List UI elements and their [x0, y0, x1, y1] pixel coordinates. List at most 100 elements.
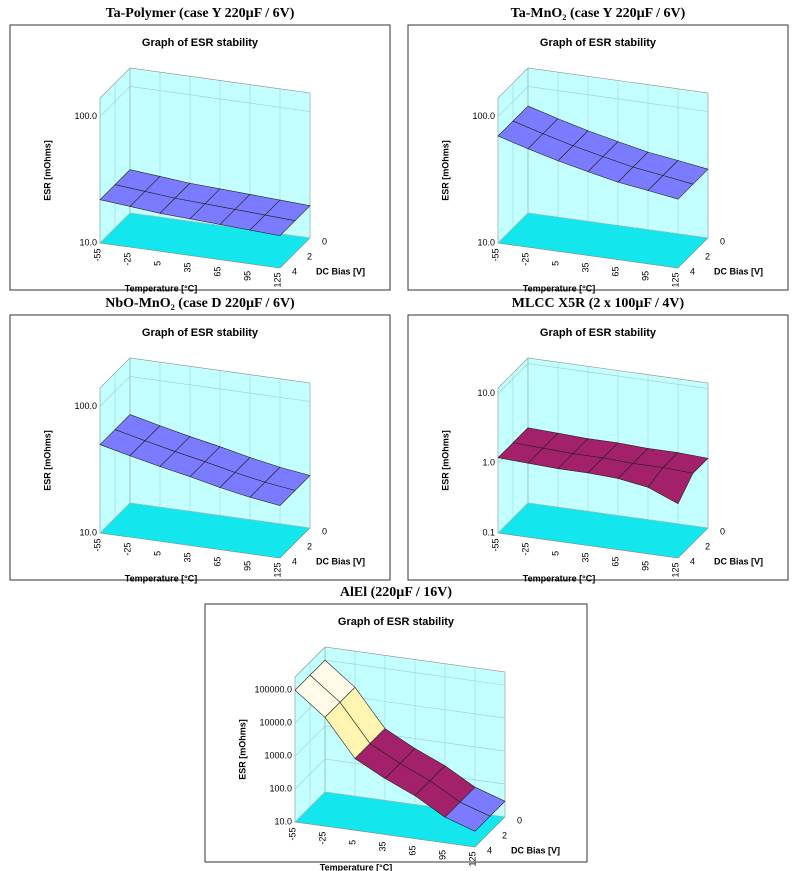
y-axis-label: DC Bias [V] — [714, 266, 763, 276]
y-tick-label: 0 — [322, 236, 327, 246]
x-tick-label: 125 — [272, 562, 282, 577]
x-axis-label: Temperature [°C] — [523, 574, 595, 584]
x-tick-label: 65 — [407, 846, 417, 856]
x-axis-label: Temperature [°C] — [320, 863, 392, 871]
grid-line — [294, 725, 506, 757]
grid-line — [497, 212, 709, 244]
z-axis-label: ESR [mOhms] — [237, 719, 247, 780]
x-tick-label: 125 — [670, 562, 680, 577]
z-tick-label: 10.0 — [274, 816, 292, 826]
panel: Graph of ESR stability -55 -25 5 35 65 95 125 02… — [407, 24, 789, 294]
y-tick-label: 4 — [487, 845, 492, 855]
x-tick-label: 95 — [437, 850, 447, 860]
y-tick-label: 0 — [720, 236, 725, 246]
z-tick-label: 10000.0 — [259, 717, 292, 727]
z-tick-label: 10.0 — [477, 388, 495, 398]
z-tick-label: 100.0 — [269, 783, 292, 793]
y-axis-label: DC Bias [V] — [316, 556, 365, 566]
x-tick-label: 5 — [550, 551, 560, 556]
x-tick-label: 65 — [212, 267, 222, 277]
grid-line — [497, 363, 709, 394]
plot-title: Graph of ESR stability — [540, 327, 657, 339]
z-axis-label: ESR [mOhms] — [42, 430, 52, 491]
surface-cell — [647, 175, 694, 200]
z-tick-label: 1000.0 — [264, 750, 292, 760]
surface-cell — [249, 214, 296, 237]
grid-line — [99, 376, 311, 407]
x-tick-label: -25 — [122, 253, 132, 266]
z-tick-label: 1.0 — [482, 458, 495, 468]
y-tick-label: 0 — [720, 526, 725, 536]
x-axis-label: Temperature [°C] — [523, 284, 595, 294]
panel-title: Ta-MnO₂ (case Y 220µF / 6V) — [511, 6, 686, 21]
x-tick-label: -25 — [520, 253, 530, 266]
z-axis-label: ESR [mOhms] — [42, 140, 52, 201]
x-tick-label: -55 — [490, 538, 500, 551]
panel: Graph of ESR stability -55 -25 5 35 65 95 125 02… — [9, 24, 391, 294]
x-tick-label: 35 — [182, 262, 192, 272]
x-axis-label: Temperature [°C] — [125, 574, 197, 584]
x-tick-label: 5 — [152, 261, 162, 266]
plot-title: Graph of ESR stability — [338, 616, 455, 628]
x-tick-label: 125 — [670, 272, 680, 287]
y-tick-label: 2 — [502, 830, 507, 840]
y-tick-label: 4 — [690, 266, 695, 276]
z-tick-label: 10.0 — [79, 527, 97, 537]
grid-line — [497, 502, 709, 534]
z-axis-label: ESR [mOhms] — [440, 140, 450, 201]
y-axis-label: DC Bias [V] — [316, 266, 365, 276]
surface-cell — [647, 467, 694, 505]
y-tick-label: 2 — [307, 541, 312, 551]
y-tick-label: 2 — [705, 541, 710, 551]
x-tick-label: 95 — [242, 271, 252, 281]
x-tick-label: 65 — [610, 557, 620, 567]
x-tick-label: 35 — [580, 262, 590, 272]
x-axis-label: Temperature [°C] — [125, 284, 197, 294]
panel: Graph of ESR stability -55 -25 5 35 65 95 125 02… — [204, 603, 588, 871]
z-axis-label: ESR [mOhms] — [440, 430, 450, 491]
panel-title: MLCC X5R (2 x 100µF / 4V) — [512, 296, 685, 311]
y-axis-label: DC Bias [V] — [511, 845, 560, 855]
x-tick-label: 35 — [377, 841, 387, 851]
x-tick-label: 125 — [467, 851, 477, 866]
z-tick-label: 100.0 — [74, 111, 97, 121]
y-tick-label: 4 — [690, 556, 695, 566]
x-tick-label: -55 — [490, 248, 500, 261]
surface-cell — [249, 481, 296, 506]
x-tick-label: -25 — [122, 543, 132, 556]
x-tick-label: 5 — [347, 840, 357, 845]
y-tick-label: 0 — [322, 526, 327, 536]
grid-line — [99, 502, 311, 534]
y-axis-label: DC Bias [V] — [714, 556, 763, 566]
panel-title: AlEl (220µF / 16V) — [340, 585, 452, 600]
z-tick-label: 10.0 — [79, 237, 97, 247]
panel-title: NbO-MnO₂ (case D 220µF / 6V) — [105, 296, 295, 311]
x-tick-label: 125 — [272, 272, 282, 287]
x-tick-label: -55 — [92, 538, 102, 551]
y-tick-label: 4 — [292, 266, 297, 276]
y-tick-label: 2 — [705, 251, 710, 261]
grid-line — [99, 86, 311, 117]
z-tick-label: 10.0 — [477, 237, 495, 247]
x-tick-label: 5 — [152, 551, 162, 556]
z-tick-label: 100000.0 — [254, 684, 292, 694]
x-tick-label: -55 — [92, 248, 102, 261]
z-tick-label: 100.0 — [472, 111, 495, 121]
y-tick-label: 4 — [292, 556, 297, 566]
panel: Graph of ESR stability -55 -25 5 35 65 95 125 02… — [407, 314, 789, 584]
surface-cell — [444, 801, 491, 832]
x-tick-label: 5 — [550, 261, 560, 266]
x-tick-label: 35 — [580, 552, 590, 562]
plot-title: Graph of ESR stability — [142, 327, 259, 339]
z-tick-label: 0.1 — [482, 527, 495, 537]
x-tick-label: 95 — [640, 561, 650, 571]
x-tick-label: -55 — [287, 827, 297, 840]
y-tick-label: 2 — [307, 251, 312, 261]
x-tick-label: -25 — [317, 832, 327, 845]
x-tick-label: 65 — [610, 267, 620, 277]
x-tick-label: 95 — [640, 271, 650, 281]
panel-title: Ta-Polymer (case Y 220µF / 6V) — [106, 6, 295, 21]
z-tick-label: 100.0 — [74, 401, 97, 411]
x-tick-label: 65 — [212, 557, 222, 567]
